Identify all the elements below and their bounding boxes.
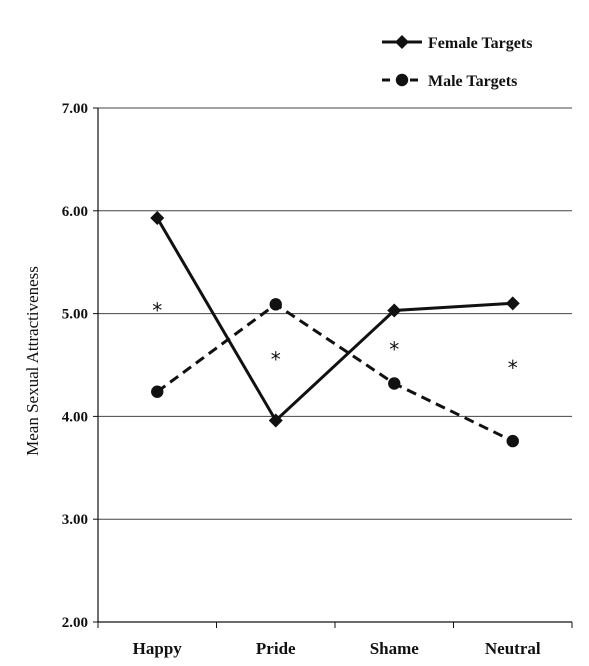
significance-marker: *	[508, 356, 518, 380]
series-line-female-targets	[155, 217, 513, 423]
legend-item-male-targets: Male Targets	[382, 73, 517, 90]
data-point-male-targets	[151, 385, 164, 398]
annotations: * * * *	[152, 298, 518, 380]
axes	[93, 107, 573, 628]
x-tick-label: Neutral	[485, 639, 541, 658]
y-tick-label: 7.00	[62, 101, 88, 117]
data-point-female-targets	[505, 296, 520, 311]
x-tick-label: Pride	[256, 639, 296, 658]
significance-marker: *	[271, 348, 281, 372]
y-tick-label: 2.00	[62, 615, 88, 631]
data-point-male-targets	[388, 377, 401, 390]
series-line-male-targets	[156, 302, 514, 443]
legend-label: Female Targets	[428, 35, 532, 52]
x-tick-label: Shame	[370, 639, 420, 658]
legend-item-female-targets: Female Targets	[382, 35, 532, 52]
y-tick-labels: 2.00 3.00 4.00 5.00 6.00 7.00	[62, 101, 88, 631]
series-female-targets	[150, 210, 520, 428]
data-point-male-targets	[269, 298, 282, 311]
data-point-female-targets	[268, 413, 283, 428]
significance-marker: *	[389, 337, 399, 361]
y-tick-label: 3.00	[62, 512, 88, 528]
significance-marker: *	[152, 298, 162, 322]
data-point-male-targets	[506, 434, 519, 448]
y-tick-label: 5.00	[62, 307, 88, 323]
series-male-targets	[151, 298, 519, 448]
x-tick-label: Happy	[133, 639, 183, 658]
data-point-female-targets	[150, 210, 165, 225]
y-axis-title: Mean Sexual Attractiveness	[23, 266, 42, 456]
legend-marker	[395, 35, 409, 49]
series-layer	[150, 210, 520, 448]
legend-label: Male Targets	[428, 73, 517, 90]
data-point-female-targets	[387, 303, 402, 318]
x-tick-labels: Happy Pride Shame Neutral	[133, 639, 541, 658]
legend-marker	[395, 73, 409, 87]
legend: Female Targets Male Targets	[382, 35, 532, 90]
y-tick-label: 4.00	[62, 409, 88, 425]
y-tick-label: 6.00	[62, 204, 88, 220]
gridlines	[98, 107, 572, 520]
